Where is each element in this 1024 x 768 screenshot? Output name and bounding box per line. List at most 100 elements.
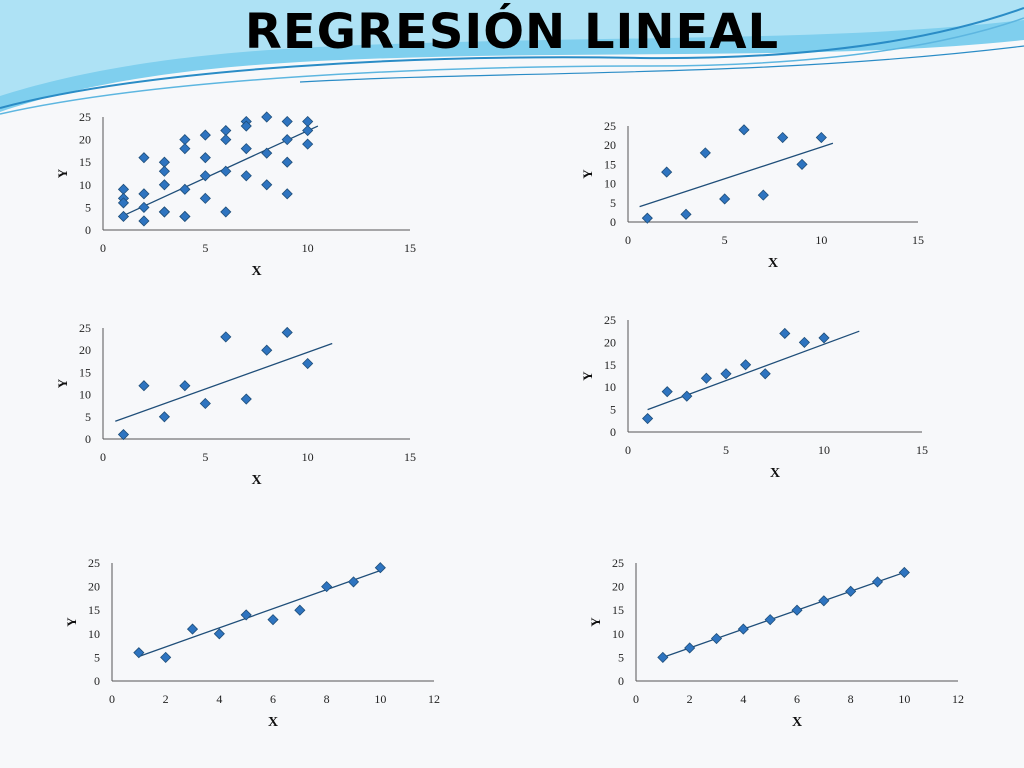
data-point <box>220 206 232 218</box>
data-point <box>117 210 130 223</box>
x-tick-label: 10 <box>302 241 314 255</box>
data-point <box>179 210 191 223</box>
data-point <box>700 372 712 384</box>
x-tick-label: 2 <box>163 692 169 706</box>
regression-line <box>647 330 860 411</box>
data-point <box>240 393 252 405</box>
data-point <box>737 623 749 635</box>
data-point <box>160 651 172 663</box>
data-point <box>720 368 732 380</box>
data-point <box>740 359 752 371</box>
x-axis-label: X <box>792 715 802 730</box>
data-point <box>240 609 252 621</box>
data-point <box>220 134 232 146</box>
y-tick-label: 5 <box>618 650 624 664</box>
x-tick-label: 4 <box>216 692 222 706</box>
data-point <box>642 412 654 425</box>
y-axis-label: Y <box>588 617 603 627</box>
data-point <box>347 576 360 588</box>
y-tick-label: 15 <box>88 603 100 617</box>
x-tick-label: 0 <box>625 443 631 457</box>
data-point <box>302 138 314 150</box>
data-point <box>818 595 830 607</box>
data-point <box>138 215 150 227</box>
regression-line <box>115 342 333 422</box>
data-point <box>158 206 170 218</box>
data-point <box>681 390 693 402</box>
data-point <box>281 326 293 339</box>
y-tick-label: 5 <box>610 403 616 417</box>
x-tick-label: 12 <box>952 692 964 706</box>
data-point <box>680 208 692 220</box>
data-point <box>179 183 191 195</box>
y-tick-label: 20 <box>612 580 624 594</box>
y-tick-label: 5 <box>94 650 100 664</box>
data-point <box>738 124 750 136</box>
x-tick-label: 10 <box>815 233 827 247</box>
data-point <box>661 166 673 178</box>
y-tick-label: 20 <box>79 133 91 147</box>
data-point <box>138 188 150 200</box>
y-tick-label: 15 <box>79 365 91 379</box>
scatter-chart-5: 0 5 10 15 20 25 0 2 4 6 8 10 12 X Y <box>64 556 440 730</box>
y-tick-label: 10 <box>79 178 91 192</box>
x-tick-label: 8 <box>848 692 854 706</box>
scatter-chart-2: 0 5 10 15 20 25 0 5 10 15 X Y <box>580 119 924 271</box>
y-tick-label: 25 <box>612 556 624 570</box>
data-point <box>281 188 293 200</box>
x-tick-label: 15 <box>916 443 928 457</box>
data-point <box>138 152 150 164</box>
data-point <box>199 129 211 141</box>
header-wave-decoration <box>0 0 1024 115</box>
data-point <box>281 134 293 146</box>
data-point <box>759 368 771 380</box>
x-axis-label: X <box>768 256 778 271</box>
scatter-chart-6: 0 5 10 15 20 25 0 2 4 6 8 10 12 X Y <box>588 556 964 730</box>
data-point <box>719 193 731 205</box>
data-point <box>179 380 191 392</box>
x-tick-label: 0 <box>625 233 631 247</box>
x-tick-label: 0 <box>100 241 106 255</box>
y-tick-label: 20 <box>604 335 616 349</box>
data-point <box>133 647 145 659</box>
data-point <box>199 192 211 204</box>
data-point <box>213 628 225 640</box>
x-tick-label: 15 <box>404 450 416 464</box>
data-point <box>158 165 170 177</box>
y-tick-label: 5 <box>85 200 91 214</box>
data-point <box>267 614 279 626</box>
data-point <box>199 152 211 164</box>
data-point <box>240 143 252 155</box>
y-tick-label: 10 <box>604 380 616 394</box>
data-point <box>302 357 314 370</box>
data-point <box>374 562 386 574</box>
slide-title: REGRESIÓN LINEAL <box>244 4 780 60</box>
data-point <box>302 124 314 137</box>
data-point <box>710 632 723 645</box>
y-tick-label: 25 <box>604 313 616 327</box>
y-tick-label: 20 <box>79 343 91 357</box>
y-axis-label: Y <box>580 169 595 179</box>
y-tick-label: 20 <box>88 580 100 594</box>
data-point <box>657 651 669 663</box>
data-point <box>871 576 884 588</box>
data-point <box>818 332 830 344</box>
scatter-chart-3: 0 5 10 15 20 25 0 5 10 15 X Y <box>55 321 416 488</box>
y-tick-label: 15 <box>604 157 616 171</box>
x-tick-label: 10 <box>898 692 910 706</box>
x-tick-label: 5 <box>202 241 208 255</box>
data-point <box>281 156 293 168</box>
data-point <box>261 344 273 356</box>
data-point <box>138 380 150 392</box>
data-point <box>845 585 857 597</box>
y-axis-label: Y <box>580 371 595 381</box>
y-tick-label: 5 <box>610 196 616 210</box>
data-point <box>684 642 696 654</box>
data-point <box>815 131 827 144</box>
y-tick-label: 25 <box>79 321 91 335</box>
y-axis-label: Y <box>64 617 79 627</box>
data-point <box>641 212 653 224</box>
x-tick-label: 6 <box>270 692 276 706</box>
